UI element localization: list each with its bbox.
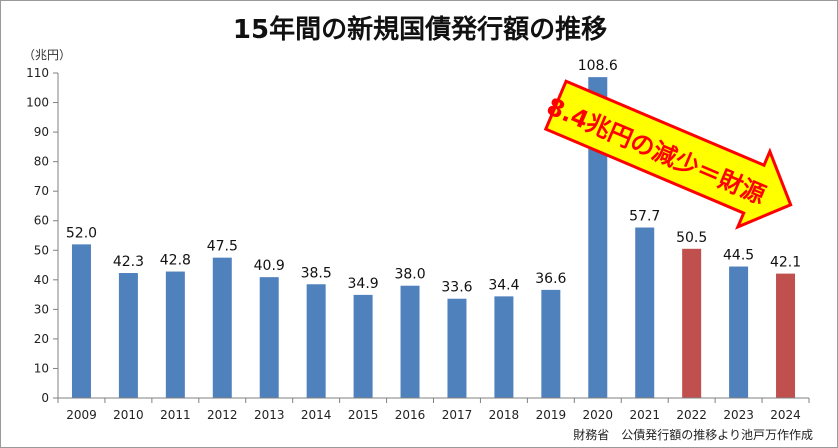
- bar: [400, 285, 420, 398]
- bar: [447, 298, 467, 398]
- bar-value-label: 40.9: [254, 258, 285, 274]
- y-tick-label: 60: [34, 214, 49, 228]
- annotation-arrow: 8.4兆円の減少＝財源: [543, 79, 793, 230]
- y-tick-label: 80: [34, 155, 49, 169]
- bar-value-label: 34.4: [488, 277, 519, 293]
- x-tick-label: 2014: [301, 408, 332, 422]
- source-note: 財務省 公債発行額の推移より池戸万作作成: [573, 428, 813, 442]
- y-tick-label: 10: [34, 361, 49, 375]
- bar-value-label: 42.3: [113, 254, 144, 270]
- bar: [635, 227, 655, 398]
- bar: [71, 244, 91, 398]
- x-tick-label: 2024: [770, 408, 801, 422]
- bar: [588, 77, 608, 399]
- bar: [165, 271, 185, 398]
- bar-value-label: 50.5: [676, 230, 707, 246]
- bar: [306, 284, 326, 398]
- bar: [353, 294, 373, 398]
- x-tick-label: 2011: [160, 408, 191, 422]
- bar: [259, 277, 279, 398]
- x-tick-label: 2020: [583, 408, 614, 422]
- bar-value-label: 57.7: [629, 209, 660, 225]
- bar-value-label: 44.5: [723, 248, 754, 264]
- annotation-text: 8.4兆円の減少＝財源: [543, 92, 770, 209]
- y-axis-unit-label: （兆円）: [23, 48, 71, 62]
- x-tick-label: 2009: [66, 408, 97, 422]
- y-tick-label: 100: [26, 96, 49, 110]
- x-tick-label: 2012: [207, 408, 238, 422]
- x-tick-label: 2022: [676, 408, 707, 422]
- y-tick-label: 50: [34, 243, 49, 257]
- chart-title: 15年間の新規国債発行額の推移: [232, 15, 608, 45]
- bar-value-label: 47.5: [207, 239, 238, 255]
- bar: [776, 273, 796, 398]
- bar-value-label: 52.0: [66, 225, 97, 241]
- bars-group: [71, 77, 796, 399]
- bar-value-label: 34.9: [348, 276, 379, 292]
- x-tick-label: 2023: [723, 408, 754, 422]
- y-tick-label: 90: [34, 125, 49, 139]
- bar: [494, 296, 514, 398]
- x-tick-label: 2010: [113, 408, 144, 422]
- x-tick-label: 2021: [629, 408, 660, 422]
- value-labels-group: 52.0 42.3 42.8 47.5 40.9 38.5 34.9 38.0 33.6 34.4…: [66, 58, 801, 296]
- x-tick-label: 2015: [348, 408, 379, 422]
- x-axis: 2009 2010 2011 2012 2013 2014 2015 2016 2017 2018…: [57, 397, 810, 422]
- x-tick-label: 2017: [442, 408, 473, 422]
- bar-value-label: 38.5: [301, 265, 332, 281]
- y-tick-label: 110: [26, 66, 49, 80]
- y-tick-label: 30: [34, 302, 49, 316]
- x-tick-label: 2013: [254, 408, 285, 422]
- bar-value-label: 33.6: [441, 280, 472, 296]
- bar: [212, 257, 232, 398]
- arrow-shape: [543, 79, 793, 230]
- bar-value-label: 42.8: [160, 253, 191, 269]
- y-tick-label: 20: [34, 332, 49, 346]
- bar: [682, 248, 702, 398]
- y-tick-label: 70: [34, 184, 49, 198]
- bar: [541, 289, 561, 398]
- bar-value-label: 36.6: [535, 271, 566, 287]
- y-tick-label: 0: [41, 391, 49, 405]
- bar-value-label: 108.6: [578, 58, 618, 74]
- bar: [118, 273, 138, 398]
- y-tick-label: 40: [34, 273, 49, 287]
- x-tick-label: 2016: [395, 408, 426, 422]
- bar-value-label: 38.0: [394, 267, 425, 283]
- bar: [729, 266, 749, 398]
- x-tick-label: 2018: [489, 408, 520, 422]
- bar-value-label: 42.1: [770, 255, 801, 271]
- y-axis: 0 10 20 30 40 50 60 70 80 90 100 110: [26, 66, 59, 405]
- x-tick-label: 2019: [536, 408, 567, 422]
